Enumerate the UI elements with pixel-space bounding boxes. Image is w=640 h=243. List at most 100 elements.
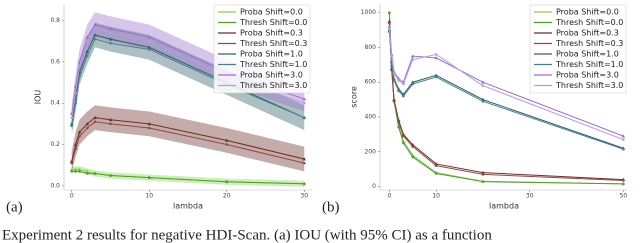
point [147,126,151,130]
point [109,174,112,177]
x-tick-label: 10 [145,193,153,200]
point [397,120,401,124]
x-tick-label: 10 [432,193,440,200]
point [224,138,229,142]
point [85,169,90,173]
point [109,31,112,35]
x-tick-label: 0 [70,193,74,200]
point [402,94,405,98]
legend-box [529,4,627,94]
point [392,72,396,75]
ci-band [71,22,305,135]
point [73,167,78,171]
point [387,19,392,23]
point [411,145,415,148]
point [147,176,151,179]
legend-label: Proba Shift=0.3 [556,29,619,38]
point [621,134,626,138]
point [388,11,391,14]
point [147,35,152,39]
point [147,48,151,51]
point [397,79,401,82]
point [388,27,391,30]
y-tick-label: 0.8 [50,17,60,24]
point [402,82,405,86]
y-axis-label: score [350,86,359,108]
y-tick-label: 1000 [361,9,376,16]
legend-label: Proba Shift=0.3 [240,29,303,38]
point [390,54,393,58]
y-tick-label: 0.4 [50,100,60,107]
point [481,173,485,176]
point [434,73,438,77]
legend-label: Proba Shift=3.0 [240,71,303,80]
point [70,124,74,128]
point [78,75,81,78]
legend-label: Thresh Shift=0.0 [555,18,623,27]
point [93,172,97,175]
point [85,54,89,57]
y-tick-label: 200 [365,148,377,155]
chart: 0 200 400 600 800 1000 0 10 30 50 lambda score Proba… [322,4,628,215]
point [147,122,152,126]
point [411,58,415,61]
point [70,161,74,165]
point [434,75,438,79]
x-tick-label: 30 [526,193,534,200]
point [302,157,307,161]
point [302,182,306,186]
point [108,37,113,41]
point [411,82,415,86]
point [225,143,229,146]
ci-band [71,12,305,124]
point [397,89,401,93]
point [622,182,625,186]
legend-box [213,4,311,94]
point [109,122,112,126]
point [481,80,485,84]
y-tick-label: 400 [365,113,377,120]
point [302,97,307,101]
point [69,167,74,171]
x-tick-label: 50 [620,193,628,200]
point [481,170,485,175]
point [74,91,77,95]
legend-label: Thresh Shift=0.3 [555,39,623,48]
y-tick-label: 600 [365,79,377,86]
point [85,172,89,175]
point [77,167,82,171]
point [93,115,97,120]
point [481,180,485,183]
point [147,39,151,43]
panel-label: (a) [6,199,23,215]
legend-label: Thresh Shift=1.0 [239,60,307,69]
point [411,155,415,159]
point [77,130,82,134]
legend-label: Thresh Shift=3.0 [555,81,623,90]
point [78,134,81,138]
point [481,97,485,102]
point [622,147,625,151]
point [93,27,97,31]
x-axis-label: lambda [173,202,203,211]
y-tick-label: 0.2 [50,141,60,148]
legend-label: Proba Shift=1.0 [240,50,303,59]
point [387,24,392,28]
point [434,53,438,56]
point [388,21,391,25]
chart: 0.0 0.2 0.4 0.6 0.8 0 10 20 30 lambda IOU Proba Shi… [6,4,312,215]
point [481,100,485,103]
point [74,147,77,150]
point [622,179,625,182]
y-axis-label: IOU [34,90,43,105]
legend-label: Proba Shift=3.0 [556,71,619,80]
legend-label: Thresh Shift=0.3 [239,39,307,48]
point [225,180,229,184]
point [147,45,152,49]
point [70,116,74,119]
point [434,172,438,175]
y-tick-label: 0.0 [50,182,60,189]
point [302,116,306,119]
point [78,170,81,173]
